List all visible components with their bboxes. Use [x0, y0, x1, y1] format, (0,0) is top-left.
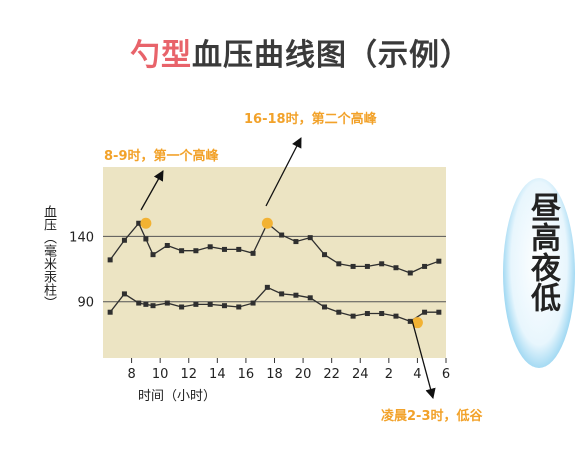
data-point	[422, 309, 428, 315]
x-tick-label: 20	[295, 367, 312, 382]
data-point	[393, 313, 399, 319]
title-rest: 血压曲线图（示例）	[192, 38, 471, 73]
data-point	[307, 295, 313, 301]
data-point	[179, 304, 185, 310]
data-point	[407, 270, 413, 276]
highlight-point	[261, 217, 273, 229]
data-point	[136, 300, 142, 306]
arrow-second-peak	[265, 137, 302, 207]
chart-title: 勺型血压曲线图（示例）	[130, 30, 471, 74]
data-point	[322, 252, 328, 258]
x-tick-label: 14	[209, 367, 226, 382]
data-point	[350, 263, 356, 269]
data-point	[121, 291, 127, 297]
x-tick-label: 18	[266, 367, 283, 382]
data-point	[193, 248, 199, 254]
data-point	[264, 284, 270, 290]
data-point	[164, 300, 170, 306]
data-point	[107, 309, 113, 315]
x-tick-label: 10	[152, 367, 169, 382]
data-point	[207, 301, 213, 307]
annotation-first-peak: 8-9时，第一个高峰	[104, 149, 219, 164]
arrow-trough	[411, 319, 436, 400]
x-tick-label: 4	[413, 367, 421, 382]
x-tick-label: 22	[323, 367, 340, 382]
y-tick-label: 140	[69, 230, 94, 245]
data-point	[350, 313, 356, 319]
data-point	[364, 311, 370, 317]
data-point	[150, 252, 156, 258]
data-point	[150, 303, 156, 309]
data-point	[307, 235, 313, 241]
x-tick-label: 12	[180, 367, 197, 382]
x-tick-label: 16	[238, 367, 255, 382]
x-tick-label: 8	[127, 367, 135, 382]
data-point	[379, 261, 385, 267]
data-point	[422, 263, 428, 269]
data-point	[436, 309, 442, 315]
data-point	[221, 246, 227, 252]
day-night-badge	[503, 178, 575, 368]
x-tick-label: 6	[442, 367, 450, 382]
annotation-second-peak: 16-18时，第二个高峰	[244, 112, 377, 127]
data-point	[121, 237, 127, 243]
data-point	[179, 248, 185, 254]
data-point	[293, 292, 299, 298]
data-point	[279, 232, 285, 238]
data-point	[164, 242, 170, 248]
badge-text: 昼高夜低	[525, 192, 560, 312]
data-point	[221, 303, 227, 309]
x-tick-label: 24	[352, 367, 369, 382]
x-tick-label: 2	[385, 367, 393, 382]
data-point	[407, 318, 413, 324]
data-point	[293, 239, 299, 245]
data-point	[436, 258, 442, 264]
data-point	[136, 220, 142, 226]
data-point	[207, 244, 213, 250]
y-tick-label: 90	[77, 296, 94, 311]
highlight-point	[411, 317, 423, 329]
title-accent: 勺型	[130, 38, 192, 73]
data-point	[236, 304, 242, 310]
highlight-point	[140, 217, 152, 229]
data-point	[379, 311, 385, 317]
data-point	[393, 265, 399, 271]
data-point	[250, 250, 256, 256]
data-point	[193, 301, 199, 307]
data-point	[364, 263, 370, 269]
data-point	[107, 257, 113, 263]
data-point	[336, 309, 342, 315]
y-axis-label: 血压（毫米汞柱）	[41, 205, 56, 309]
arrow-first-peak	[140, 170, 164, 211]
data-point	[336, 261, 342, 267]
data-point	[250, 300, 256, 306]
data-point	[236, 246, 242, 252]
data-point	[322, 304, 328, 310]
annotation-trough: 凌晨2-3时，低谷	[381, 409, 483, 424]
data-point	[143, 301, 149, 307]
plot-area	[103, 167, 446, 358]
x-axis-label: 时间（小时）	[138, 389, 217, 404]
data-point	[143, 236, 149, 242]
data-point	[279, 291, 285, 297]
